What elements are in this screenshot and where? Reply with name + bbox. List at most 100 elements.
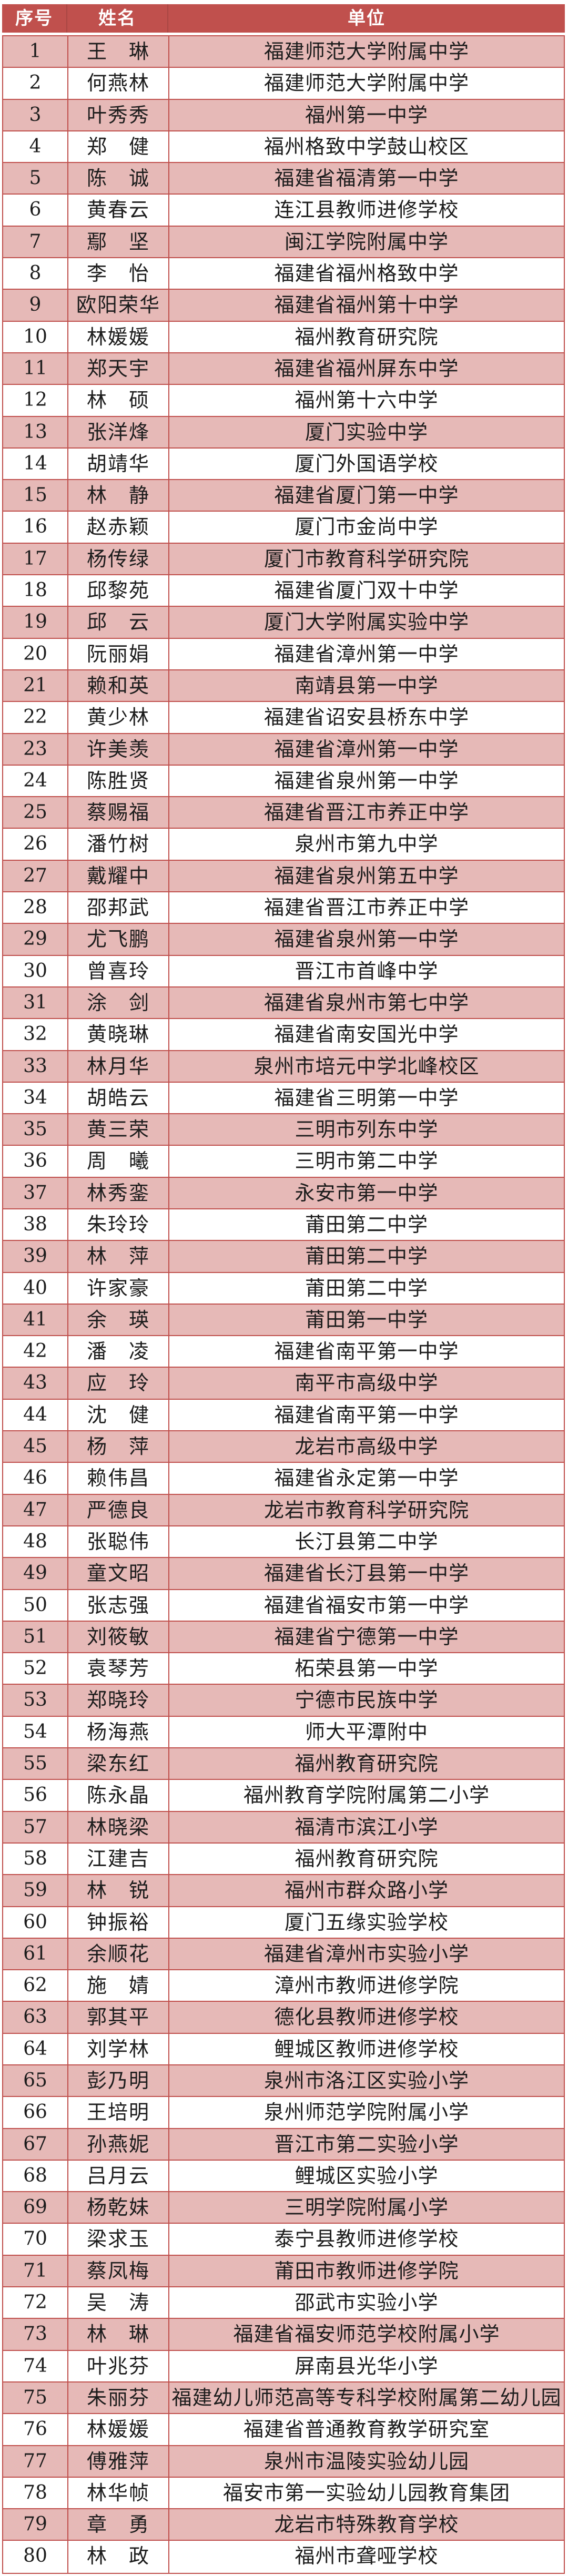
cell-name: 余 瑛	[68, 1304, 169, 1336]
table-row: 64 刘学林 鲤城区教师进修学校	[3, 2033, 564, 2065]
cell-name: 钟振裕	[68, 1907, 169, 1938]
cell-number: 13	[3, 416, 68, 447]
cell-number: 34	[3, 1082, 68, 1114]
cell-number: 38	[3, 1209, 68, 1240]
cell-number: 42	[3, 1336, 68, 1367]
table-row: 20 阮丽娟 福建省漳州第一中学	[3, 638, 564, 670]
table-row: 48 张聪伟 长汀县第二中学	[3, 1526, 564, 1559]
cell-name: 沈 健	[68, 1399, 169, 1431]
cell-unit: 福建省福安市第一中学	[263, 1593, 469, 1617]
cell-name: 林媛媛	[68, 321, 169, 352]
cell-number: 59	[3, 1875, 68, 1906]
cell-unit: 福建省福州第十中学	[274, 293, 459, 317]
cell-unit: 福建省漳州第一中学	[274, 642, 459, 666]
cell-name: 赖伟昌	[68, 1463, 169, 1494]
cell-number: 40	[3, 1272, 68, 1304]
table-row: 51 刘筱敏 福建省宁德第一中学	[3, 1621, 564, 1654]
cell-name: 应 玲	[68, 1368, 169, 1399]
cell-unit: 福州格致中学鼓山校区	[263, 135, 469, 158]
cell-name: 郑 健	[68, 131, 169, 162]
table-row: 46 赖伟昌 福建省永定第一中学	[3, 1463, 564, 1495]
cell-unit: 厦门外国语学校	[295, 452, 439, 475]
cell-name: 林月华	[68, 1051, 169, 1082]
cell-number: 20	[3, 638, 68, 669]
cell-number: 71	[3, 2255, 68, 2287]
table-row: 23 许美羡 福建省漳州第一中学	[3, 734, 564, 766]
cell-name: 邵邦武	[68, 892, 169, 923]
cell-name: 施 婧	[68, 1970, 169, 2001]
table-row: 52 袁琴芳 柘荣县第一中学	[3, 1653, 564, 1685]
cell-name: 彭乃明	[68, 2065, 169, 2096]
cell-unit: 泉州市温陵实验幼儿园	[263, 2449, 469, 2473]
cell-unit: 福清市滨江小学	[295, 1815, 439, 1839]
cell-unit: 泉州市洛江区实验小学	[263, 2069, 469, 2092]
cell-unit: 厦门大学附属实验中学	[263, 610, 469, 634]
cell-unit: 鲤城区教师进修学校	[274, 2037, 459, 2061]
cell-name: 林秀銮	[68, 1177, 169, 1208]
cell-number: 36	[3, 1146, 68, 1177]
cell-number: 33	[3, 1051, 68, 1082]
cell-unit: 宁德市民族中学	[295, 1688, 439, 1712]
cell-number: 9	[3, 290, 68, 321]
cell-unit: 福州教育研究院	[295, 1847, 439, 1870]
table-row: 45 杨 萍 龙岩市高级中学	[3, 1431, 564, 1463]
cell-number: 64	[3, 2033, 68, 2064]
cell-number: 43	[3, 1368, 68, 1399]
cell-unit: 屏南县光华小学	[295, 2354, 439, 2378]
table-row: 73 林 琳 福建省福安师范学校附属小学	[3, 2319, 564, 2351]
cell-number: 11	[3, 353, 68, 384]
cell-unit: 福建省永定第一中学	[274, 1467, 459, 1490]
cell-name: 章 勇	[68, 2509, 169, 2540]
cell-name: 梁东红	[68, 1748, 169, 1779]
cell-number: 50	[3, 1590, 68, 1621]
cell-number: 73	[3, 2319, 68, 2350]
cell-name: 林 锐	[68, 1875, 169, 1906]
table-row: 3 叶秀秀 福州第一中学	[3, 99, 564, 131]
cell-number: 8	[3, 258, 68, 289]
cell-unit: 长汀县第二中学	[295, 1530, 439, 1553]
table-row: 43 应 玲 南平市高级中学	[3, 1368, 564, 1400]
table-row: 27 戴耀中 福建省泉州第五中学	[3, 860, 564, 893]
table-row: 34 胡皓云 福建省三明第一中学	[3, 1082, 564, 1115]
table-row: 70 梁求玉 泰宁县教师进修学校	[3, 2224, 564, 2256]
cell-number: 7	[3, 226, 68, 258]
cell-number: 3	[3, 99, 68, 130]
table-row: 47 严德良 龙岩市教育科学研究院	[3, 1494, 564, 1526]
cell-name: 杨 萍	[68, 1431, 169, 1462]
cell-name: 刘筱敏	[68, 1621, 169, 1653]
cell-name: 戴耀中	[68, 860, 169, 892]
table-row: 77 傅雅萍 泉州市温陵实验幼儿园	[3, 2446, 564, 2478]
table-row: 66 王培明 泉州师范学院附属小学	[3, 2097, 564, 2129]
cell-name: 潘 凌	[68, 1336, 169, 1367]
cell-name: 杨传绿	[68, 543, 169, 575]
cell-name: 邱 云	[68, 607, 169, 638]
cell-number: 57	[3, 1811, 68, 1842]
cell-name: 孙燕妮	[68, 2129, 169, 2160]
cell-number: 65	[3, 2065, 68, 2096]
cell-number: 10	[3, 321, 68, 352]
cell-number: 58	[3, 1843, 68, 1875]
table-row: 14 胡靖华 厦门外国语学校	[3, 448, 564, 481]
cell-number: 63	[3, 2002, 68, 2033]
table-row: 29 尤飞鹏 福建省泉州第一中学	[3, 924, 564, 956]
cell-name: 赵赤颖	[68, 512, 169, 543]
cell-number: 56	[3, 1780, 68, 1811]
cell-unit: 福建省福清第一中学	[274, 167, 459, 190]
cell-unit: 泉州市第九中学	[295, 832, 439, 856]
cell-name: 何燕林	[68, 68, 169, 99]
cell-unit: 三明市列东中学	[295, 1118, 439, 1142]
table-row: 75 朱丽芬 福建幼儿师范高等专科学校附属第二幼儿园	[3, 2382, 564, 2415]
cell-unit: 福建省福州格致中学	[274, 262, 459, 286]
table-row: 35 黄三荣 三明市列东中学	[3, 1114, 564, 1146]
cell-unit: 福州第一中学	[305, 103, 428, 127]
table-row: 57 林晓梁 福清市滨江小学	[3, 1811, 564, 1844]
cell-number: 1	[3, 36, 68, 67]
header-cell-unit: 单位	[348, 8, 386, 28]
table-row: 62 施 婧 漳州市教师进修学院	[3, 1970, 564, 2002]
cell-unit: 福建省泉州第五中学	[274, 864, 459, 888]
cell-unit: 福建省宁德第一中学	[274, 1625, 459, 1648]
cell-name: 陈胜贤	[68, 765, 169, 797]
cell-number: 70	[3, 2224, 68, 2255]
cell-number: 31	[3, 987, 68, 1019]
cell-name: 吕月云	[68, 2160, 169, 2192]
